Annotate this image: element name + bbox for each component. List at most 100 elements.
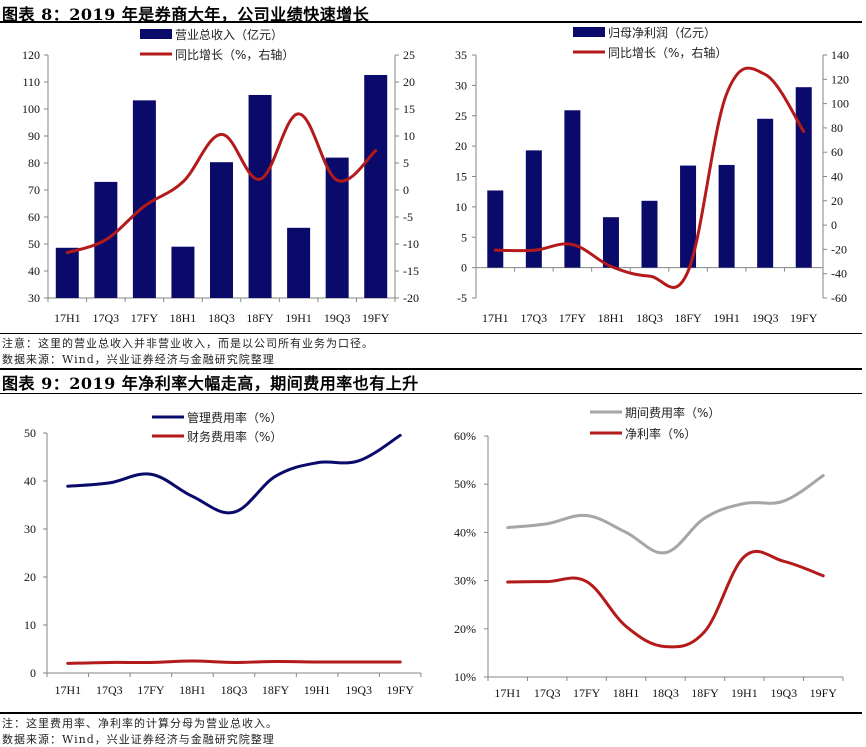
x-tick-label: 18H1 <box>179 683 206 697</box>
x-tick-label: 17Q3 <box>534 686 561 700</box>
x-tick-label: 19H1 <box>285 311 312 325</box>
y-tick-label-right: -20 <box>831 242 847 256</box>
bar-18Q3 <box>210 162 233 298</box>
y-tick-label-right: -60 <box>831 291 847 305</box>
x-tick-label: 19H1 <box>304 683 331 697</box>
y-tick-label-left: 0 <box>30 666 36 680</box>
x-tick-label: 17H1 <box>482 311 509 325</box>
x-tick-label: 19Q3 <box>324 311 351 325</box>
x-tick-label: 17H1 <box>54 311 81 325</box>
figure9-note: 注：这里费用率、净利率的计算分母为营业总收入。 <box>2 715 278 731</box>
x-tick-label: 18Q3 <box>652 686 679 700</box>
y-tick-label-right: 120 <box>831 72 849 86</box>
legend-label: 同比增长（%，右轴） <box>175 47 294 62</box>
x-tick-label: 17Q3 <box>92 311 119 325</box>
legend-label: 管理费用率（%） <box>187 410 282 425</box>
y-tick-label-left: 5 <box>461 230 467 244</box>
figure9-title-rule <box>0 393 862 394</box>
y-tick-label-left: 10 <box>455 200 467 214</box>
series-line-0 <box>508 476 824 553</box>
y-tick-label-left: 10% <box>454 670 476 684</box>
y-tick-label-left: 80 <box>28 156 40 170</box>
y-tick-label-right: 10 <box>403 129 415 143</box>
y-tick-label-left: -5 <box>457 291 467 305</box>
x-tick-label: 17FY <box>573 686 601 700</box>
legend-swatch-bar <box>573 27 605 37</box>
y-tick-label-left: 10 <box>24 618 36 632</box>
x-tick-label: 18H1 <box>613 686 640 700</box>
bar-19FY <box>364 75 387 298</box>
figure8-source: 数据来源：Wind，兴业证券经济与金融研究院整理 <box>2 351 275 367</box>
x-tick-label: 18FY <box>674 311 702 325</box>
bar-19Q3 <box>757 119 773 268</box>
bar-18FY <box>249 95 272 298</box>
x-tick-label: 17Q3 <box>96 683 123 697</box>
x-tick-label: 18H1 <box>598 311 625 325</box>
y-tick-label-left: 20 <box>455 139 467 153</box>
bar-18H1 <box>603 217 619 267</box>
y-tick-label-left: 40% <box>454 525 476 539</box>
y-tick-label-left: 50 <box>28 237 40 251</box>
legend-label: 营业总收入（亿元） <box>175 27 283 42</box>
y-tick-label-left: 60 <box>28 210 40 224</box>
y-tick-label-left: 30% <box>454 574 476 588</box>
figure9-title: 图表 9：2019 年净利率大幅走高，期间费用率也有上升 <box>2 370 419 394</box>
x-tick-label: 19Q3 <box>345 683 372 697</box>
bar-19FY <box>796 87 812 267</box>
legend-swatch-bar <box>140 29 172 39</box>
x-tick-label: 17FY <box>131 311 159 325</box>
y-tick-label-right: 20 <box>403 75 415 89</box>
x-tick-label: 17H1 <box>54 683 81 697</box>
legend-label: 同比增长（%，右轴） <box>608 45 727 60</box>
y-tick-label-left: 70 <box>28 183 40 197</box>
y-tick-label-left: 40 <box>24 474 36 488</box>
legend-label: 归母净利润（亿元） <box>608 25 716 40</box>
bar-18H1 <box>171 247 194 298</box>
chart-revenue <box>44 29 399 302</box>
figure9-source: 数据来源：Wind，兴业证券经济与金融研究院整理 <box>2 731 275 747</box>
y-tick-label-right: -20 <box>403 291 419 305</box>
y-tick-label-right: 100 <box>831 97 849 111</box>
series-line-1 <box>508 551 824 647</box>
y-tick-label-left: 35 <box>455 48 467 62</box>
series-line-0 <box>68 435 400 512</box>
y-tick-label-right: 0 <box>403 183 409 197</box>
x-tick-label: 17FY <box>559 311 587 325</box>
x-tick-label: 18FY <box>691 686 719 700</box>
y-tick-label-left: 110 <box>22 75 40 89</box>
x-tick-label: 17Q3 <box>520 311 547 325</box>
x-tick-label: 17H1 <box>494 686 521 700</box>
y-tick-label-right: 60 <box>831 145 843 159</box>
bar-18Q3 <box>642 201 658 268</box>
x-tick-label: 17FY <box>137 683 165 697</box>
y-tick-label-left: 90 <box>28 129 40 143</box>
y-tick-label-right: 80 <box>831 121 843 135</box>
bar-17FY <box>133 100 156 298</box>
y-tick-label-right: 25 <box>403 48 415 62</box>
y-tick-label-left: 120 <box>22 48 40 62</box>
bar-17H1 <box>487 190 503 267</box>
y-tick-label-left: 30 <box>455 78 467 92</box>
y-tick-label-right: 40 <box>831 170 843 184</box>
y-tick-label-left: 30 <box>28 291 40 305</box>
x-tick-label: 19H1 <box>731 686 758 700</box>
y-tick-label-right: -15 <box>403 264 419 278</box>
figure9-bottom-rule <box>0 712 862 714</box>
y-tick-label-left: 25 <box>455 109 467 123</box>
chart-margin <box>484 412 843 681</box>
x-tick-label: 19H1 <box>713 311 740 325</box>
y-tick-label-right: 5 <box>403 156 409 170</box>
y-tick-label-right: -40 <box>831 267 847 281</box>
y-tick-label-right: 0 <box>831 218 837 232</box>
legend-label: 期间费用率（%） <box>625 405 720 420</box>
y-tick-label-right: -10 <box>403 237 419 251</box>
x-tick-label: 18FY <box>246 311 274 325</box>
figure8-bottom-rule <box>0 333 862 334</box>
y-tick-label-left: 60% <box>454 429 476 443</box>
bar-17H1 <box>56 248 79 298</box>
x-tick-label: 19FY <box>790 311 818 325</box>
x-tick-label: 19FY <box>387 683 415 697</box>
legend-label: 财务费用率（%） <box>187 429 282 444</box>
y-tick-label-left: 100 <box>22 102 40 116</box>
y-tick-label-left: 20% <box>454 622 476 636</box>
